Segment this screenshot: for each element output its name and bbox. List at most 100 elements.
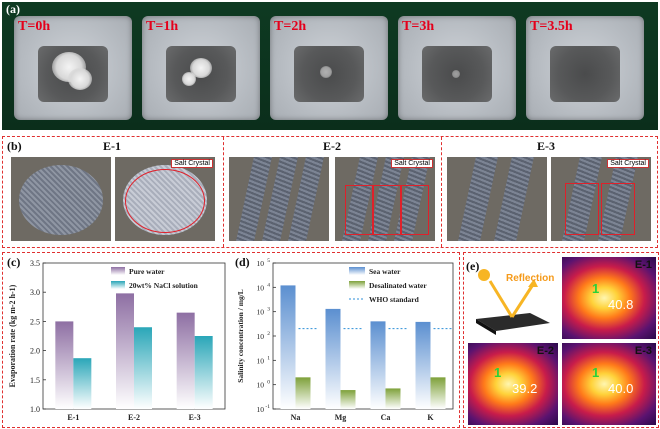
thermal-view-name: E-3 — [634, 345, 652, 357]
y-tick-label: 10 — [257, 332, 265, 341]
x-tick-label: K — [427, 413, 434, 422]
marker: 1 — [494, 365, 502, 380]
y-tick-exponent: -1 — [265, 404, 270, 410]
sample-photo-t2: T=2h — [270, 16, 388, 120]
thermal-view-name: E-1 — [634, 259, 652, 271]
y-tick-exponent: 3 — [267, 307, 270, 313]
marker: 1 — [592, 365, 600, 380]
group-e3: E-3 Salt Crystal — [441, 137, 657, 247]
photo-e2-before — [229, 157, 329, 241]
legend-swatch — [349, 281, 365, 289]
x-tick-label: E-3 — [189, 413, 201, 422]
temperature-readout: 40.8 — [608, 297, 634, 312]
y-tick-label: 1.5 — [30, 376, 40, 385]
y-axis-label: Salinity concentration / mg/L — [236, 289, 245, 383]
y-tick-exponent: 5 — [267, 258, 270, 264]
legend-label: Pure water — [129, 267, 165, 276]
bar — [134, 327, 152, 409]
panel-d-label: (d) — [235, 255, 250, 269]
y-tick-exponent: 4 — [267, 282, 270, 288]
group-e1: E-1 Salt Crystal — [3, 137, 223, 247]
sample-photo-t3: T=3h — [398, 16, 516, 120]
panel-a-label: (a) — [6, 2, 20, 16]
bar — [415, 321, 431, 409]
y-tick-label: 10 — [257, 405, 265, 414]
time-label: T=3h — [402, 19, 435, 34]
temperature-readout: 39.2 — [512, 381, 538, 396]
salt-crystal-tag: Salt Crystal — [391, 159, 433, 168]
bar — [430, 377, 446, 409]
thermal-image-e3: E-3 1 40.0 — [562, 343, 656, 425]
y-tick-label: 3.0 — [30, 288, 40, 297]
photo-e3-before — [447, 157, 547, 241]
y-tick-label: 2.5 — [30, 317, 40, 326]
legend-swatch — [349, 267, 365, 275]
y-tick-exponent: 0 — [267, 380, 270, 386]
panel-b-label: (b) — [7, 139, 22, 153]
legend-label: 20wt% NaCl solution — [129, 281, 199, 290]
bar — [370, 321, 386, 409]
y-tick-label: 1.0 — [30, 405, 40, 414]
legend-label: WHO standard — [369, 295, 420, 304]
y-tick-label: 2.0 — [30, 347, 40, 356]
sample-photo-t1: T=1h — [142, 16, 260, 120]
bar — [194, 336, 213, 409]
y-axis-label: Evaporation rate (kg m-2 h-1) — [8, 284, 17, 387]
legend-label: Desalinated water — [369, 281, 427, 290]
group-title: E-2 — [323, 139, 341, 153]
panel-c-label: (c) — [7, 255, 21, 269]
y-tick-exponent: 2 — [267, 331, 270, 337]
y-tick-label: 3.5 — [30, 259, 40, 268]
legend-swatch — [111, 281, 125, 289]
group-title: E-3 — [537, 139, 555, 153]
bar — [385, 388, 401, 409]
panel-e-thermal-images: (e) Reflection E-1 1 40.8 E-2 1 39.2 E-3… — [463, 252, 659, 428]
bar — [73, 358, 92, 409]
temperature-readout: 40.0 — [608, 381, 634, 396]
photo-e1-before — [11, 157, 111, 241]
bar — [116, 293, 134, 409]
bar — [340, 390, 356, 409]
time-label: T=3.5h — [530, 19, 573, 34]
y-tick-label: 10 — [257, 283, 265, 292]
reflection-label: Reflection — [506, 273, 555, 284]
panel-b-salt-crystal-photos: (b) E-1 Salt Crystal E-2 Salt Crystal E-… — [2, 136, 658, 248]
sun-icon — [478, 269, 490, 281]
photo-e1-after: Salt Crystal — [115, 157, 215, 241]
x-tick-label: Mg — [335, 413, 347, 422]
panel-a-photo-strip: (a) T=0h T=1h T=2h T=3h T=3.5h — [2, 2, 658, 130]
bar — [176, 312, 195, 409]
group-title: E-1 — [103, 139, 121, 153]
y-tick-label: 10 — [257, 381, 265, 390]
x-tick-label: E-1 — [67, 413, 79, 422]
thermal-image-e1: E-1 1 40.8 — [562, 257, 656, 339]
time-label: T=1h — [146, 19, 179, 34]
y-tick-label: 10 — [257, 356, 265, 365]
reflection-schematic: Reflection — [470, 261, 556, 339]
legend-label: Sea water — [369, 267, 401, 276]
sample-photo-t0: T=0h — [14, 16, 132, 120]
sample-photo-t35: T=3.5h — [526, 16, 644, 120]
x-tick-label: Na — [291, 413, 301, 422]
thermal-image-e2: E-2 1 39.2 — [468, 343, 558, 425]
time-label: T=2h — [274, 19, 307, 34]
time-label: T=0h — [18, 19, 51, 34]
panel-cd-charts: (c) (d) 1.0 1.5 2.0 2.5 3.0 3.5 Evaporation ra… — [2, 252, 460, 428]
y-tick-label: 10 — [257, 308, 265, 317]
panel-e-label: (e) — [466, 259, 480, 273]
evaporation-rate-chart: 1.0 1.5 2.0 2.5 3.0 3.5 Evaporation rate (kg m… — [8, 259, 226, 422]
x-tick-label: E-2 — [128, 413, 140, 422]
group-e2: E-2 Salt Crystal — [223, 137, 441, 247]
bar — [325, 308, 341, 409]
bar — [295, 377, 311, 409]
bar — [280, 285, 296, 409]
y-tick-label: 10 — [257, 259, 265, 268]
bar — [55, 321, 74, 409]
photo-e3-after: Salt Crystal — [551, 157, 651, 241]
x-tick-label: Ca — [381, 413, 391, 422]
photo-e2-after: Salt Crystal — [335, 157, 435, 241]
y-tick-exponent: 1 — [267, 355, 270, 361]
salt-crystal-tag: Salt Crystal — [607, 159, 649, 168]
salt-crystal-tag: Salt Crystal — [171, 159, 213, 168]
